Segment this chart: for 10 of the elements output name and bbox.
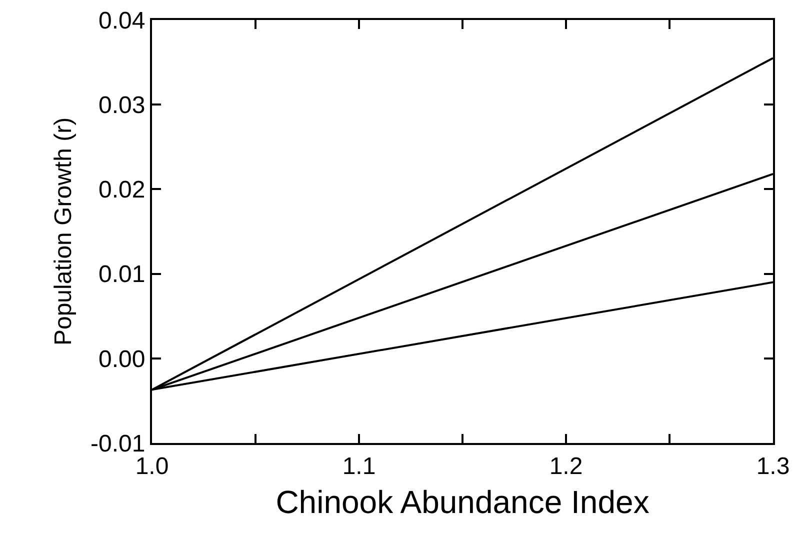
y-tick-label: 0.01 [98,261,146,288]
y-axis-title: Population Growth (r) [50,117,78,346]
y-tick-label: 0.04 [98,7,146,34]
y-tick-label: 0.03 [98,92,146,119]
y-tick-label: 0.02 [98,176,146,204]
x-tick-label: 1.3 [756,452,790,480]
x-tick-label: 1.2 [549,452,583,480]
x-axis-title: Chinook Abundance Index [276,484,650,520]
x-tick-label: 1.1 [342,452,376,480]
y-tick-label: 0.00 [98,346,146,373]
